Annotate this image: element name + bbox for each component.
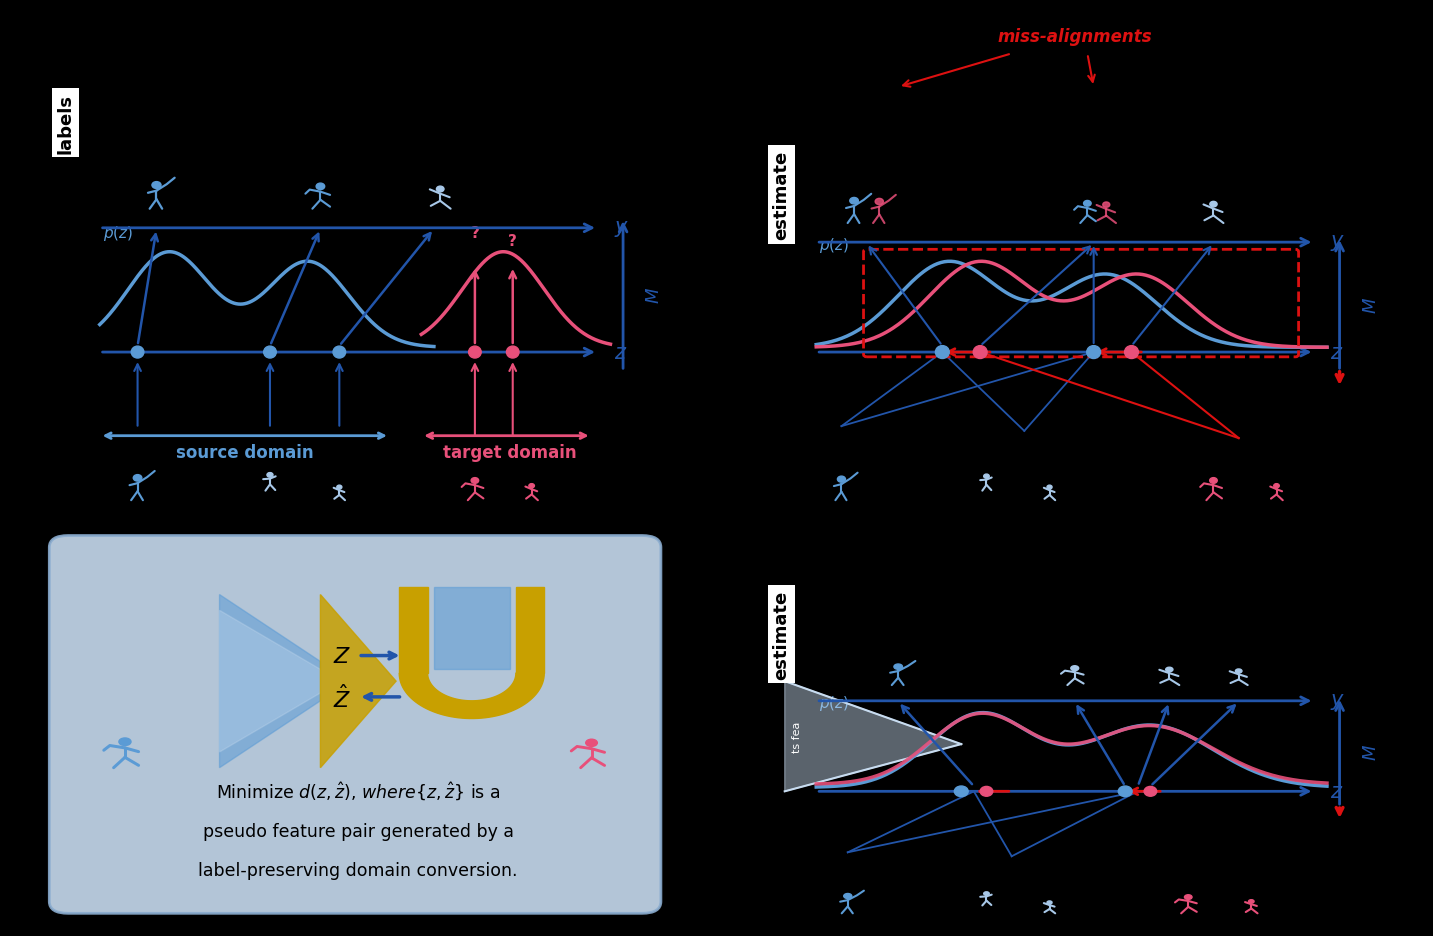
- Ellipse shape: [506, 346, 519, 358]
- Ellipse shape: [973, 346, 987, 359]
- Ellipse shape: [1248, 899, 1254, 903]
- Ellipse shape: [844, 894, 851, 899]
- Text: pseudo feature pair generated by a: pseudo feature pair generated by a: [202, 822, 514, 840]
- Ellipse shape: [337, 486, 342, 490]
- Ellipse shape: [1165, 667, 1174, 672]
- Ellipse shape: [264, 346, 277, 358]
- Ellipse shape: [132, 346, 143, 358]
- Text: ?: ?: [470, 227, 479, 241]
- Ellipse shape: [1118, 786, 1132, 797]
- Text: $z$: $z$: [1330, 343, 1344, 362]
- Ellipse shape: [267, 473, 274, 477]
- Text: $Z$: $Z$: [334, 646, 351, 665]
- Text: Minimize $d(z,\hat{z})$, $where\{z, \hat{z}\}$ is a: Minimize $d(z,\hat{z})$, $where\{z, \hat…: [216, 781, 500, 802]
- Text: $p(z)$: $p(z)$: [820, 694, 850, 712]
- Ellipse shape: [469, 346, 481, 358]
- Ellipse shape: [471, 478, 479, 484]
- Text: $z$: $z$: [613, 343, 628, 362]
- Ellipse shape: [1086, 346, 1101, 359]
- Ellipse shape: [133, 475, 142, 482]
- Ellipse shape: [586, 739, 598, 747]
- Polygon shape: [516, 587, 545, 674]
- Ellipse shape: [1048, 901, 1052, 904]
- Ellipse shape: [983, 892, 989, 896]
- Text: target domain: target domain: [443, 444, 576, 461]
- Text: $M$: $M$: [645, 287, 663, 304]
- Polygon shape: [400, 674, 545, 719]
- Text: $z$: $z$: [1330, 782, 1344, 801]
- Polygon shape: [321, 595, 396, 768]
- Ellipse shape: [1274, 484, 1280, 489]
- Polygon shape: [785, 681, 962, 792]
- Ellipse shape: [894, 665, 903, 669]
- Ellipse shape: [1235, 669, 1242, 673]
- Ellipse shape: [1048, 486, 1052, 490]
- Ellipse shape: [529, 484, 535, 489]
- Text: ts fea: ts fea: [792, 721, 802, 753]
- Polygon shape: [400, 587, 427, 674]
- FancyBboxPatch shape: [49, 536, 661, 914]
- Text: $p(z)$: $p(z)$: [103, 224, 133, 242]
- Text: $y$: $y$: [1330, 233, 1346, 253]
- Ellipse shape: [936, 346, 949, 359]
- Ellipse shape: [1125, 346, 1138, 359]
- Text: ?: ?: [509, 233, 517, 248]
- Ellipse shape: [837, 476, 845, 483]
- Text: label-preserving domain conversion.: label-preserving domain conversion.: [199, 861, 517, 879]
- Ellipse shape: [983, 475, 989, 479]
- Ellipse shape: [1103, 203, 1109, 208]
- Ellipse shape: [317, 183, 325, 190]
- Ellipse shape: [954, 786, 969, 797]
- Ellipse shape: [119, 739, 130, 746]
- Text: miss-alignments: miss-alignments: [997, 28, 1152, 47]
- Ellipse shape: [1209, 478, 1217, 484]
- Ellipse shape: [980, 786, 993, 797]
- Text: source domain: source domain: [176, 444, 314, 461]
- Ellipse shape: [1070, 666, 1079, 671]
- Text: labels: labels: [56, 94, 75, 154]
- Ellipse shape: [437, 187, 444, 193]
- Ellipse shape: [1144, 786, 1156, 797]
- Polygon shape: [434, 587, 510, 669]
- Text: estimate: estimate: [772, 151, 791, 240]
- Text: $M$: $M$: [1361, 744, 1380, 761]
- Polygon shape: [219, 610, 321, 753]
- Ellipse shape: [152, 183, 160, 189]
- Ellipse shape: [1083, 201, 1091, 207]
- Ellipse shape: [332, 346, 345, 358]
- Polygon shape: [219, 595, 321, 768]
- Ellipse shape: [1185, 895, 1192, 899]
- Ellipse shape: [850, 198, 858, 205]
- Text: $y$: $y$: [1330, 691, 1346, 711]
- Text: estimate: estimate: [772, 590, 791, 679]
- Ellipse shape: [1209, 202, 1217, 208]
- Text: $y$: $y$: [613, 219, 629, 239]
- Text: $\hat{Z}$: $\hat{Z}$: [334, 683, 351, 711]
- Text: $p(z)$: $p(z)$: [820, 236, 850, 255]
- Ellipse shape: [876, 199, 883, 205]
- Text: $M$: $M$: [1361, 297, 1380, 314]
